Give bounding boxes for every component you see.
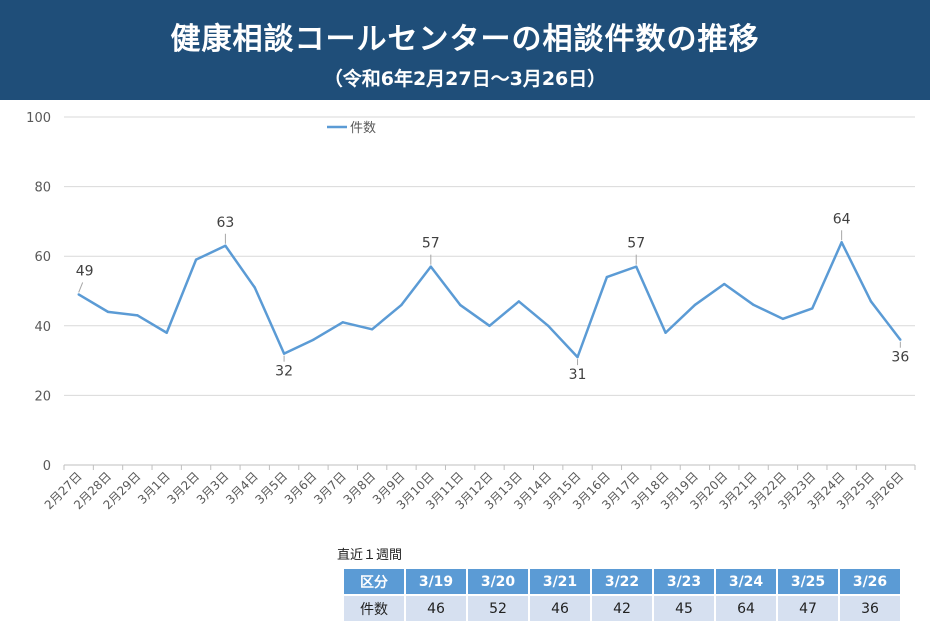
data-point: [546, 324, 550, 327]
leader-line: [78, 282, 84, 293]
x-tick-label: 3月5日: [253, 469, 291, 507]
table-cell: 52: [468, 596, 528, 621]
x-tick-label: 3月3日: [194, 469, 232, 507]
table-header-cell: 3/20: [468, 569, 528, 594]
data-label: 64: [833, 211, 851, 227]
data-point: [106, 310, 110, 314]
data-label: 32: [275, 364, 293, 380]
table-header-cell: 3/24: [716, 569, 776, 594]
data-point: [370, 328, 374, 331]
data-label: 57: [422, 236, 440, 252]
table-cell: 42: [592, 596, 652, 621]
chart-subtitle: （令和6年2月27日～3月26日）: [323, 68, 607, 90]
data-point: [576, 355, 579, 359]
table-cell: 46: [406, 596, 466, 621]
legend-label: 件数: [350, 121, 376, 136]
data-point: [77, 293, 80, 296]
y-tick-label: 80: [34, 181, 51, 196]
data-point: [869, 300, 873, 303]
y-tick-label: 0: [43, 459, 51, 474]
y-tick-label: 40: [34, 320, 51, 335]
y-tick-label: 20: [34, 389, 51, 404]
table-cell: 件数: [344, 596, 404, 621]
table-cell: 46: [530, 596, 590, 621]
x-tick-label: 3月7日: [311, 469, 349, 507]
weekly-table: 区分 3/19 3/20 3/21 3/22 3/23 3/24 3/25 3/26 件数 46 5…: [342, 567, 902, 623]
table-cell: 47: [778, 596, 838, 621]
data-point: [693, 303, 697, 307]
table-header-cell: 3/19: [406, 569, 466, 594]
data-label: 49: [76, 263, 94, 279]
x-tick-label: 3月6日: [282, 469, 320, 507]
x-tick-label: 3月1日: [135, 469, 173, 507]
title-banner: 健康相談コールセンターの相談件数の推移 （令和6年2月27日～3月26日）: [0, 0, 930, 100]
data-point: [781, 317, 785, 321]
data-point: [517, 300, 521, 303]
data-point: [605, 275, 609, 279]
data-point: [224, 244, 227, 247]
data-point: [723, 282, 726, 286]
data-point: [253, 286, 256, 289]
table-header-cell: 3/25: [778, 569, 838, 594]
data-point: [429, 265, 433, 268]
table-cell: 45: [654, 596, 714, 621]
x-tick-label: 3月4日: [223, 469, 261, 507]
table-header-cell: 3/26: [840, 569, 900, 594]
data-point: [458, 303, 462, 307]
table-cell: 36: [840, 596, 900, 621]
data-label: 63: [216, 215, 234, 231]
data-label: 57: [627, 236, 645, 252]
table-row: 件数 46 52 46 42 45 64 47 36: [344, 596, 900, 621]
y-tick-label: 100: [26, 111, 51, 126]
data-point: [811, 307, 814, 310]
data-point: [635, 265, 638, 268]
x-tick-label: 3月2日: [164, 469, 202, 507]
series-line: [78, 241, 902, 359]
table-caption: 直近１週間: [337, 548, 403, 563]
y-tick-label: 60: [34, 250, 51, 265]
table-header-cell: 3/23: [654, 569, 714, 594]
table-cell: 64: [716, 596, 776, 621]
data-point: [136, 314, 139, 317]
data-label: 31: [569, 367, 587, 383]
data-label: 36: [891, 350, 909, 366]
table-header-cell: 区分: [344, 569, 404, 594]
data-point: [488, 324, 491, 327]
data-point: [312, 338, 315, 341]
data-point: [840, 241, 843, 244]
data-point: [282, 352, 286, 355]
chart-title: 健康相談コールセンターの相談件数の推移: [170, 22, 760, 57]
data-point: [165, 331, 168, 334]
line-chart: 0204060801002月27日2月28日2月29日3月1日3月2日3月3日3…: [26, 111, 916, 512]
data-point: [899, 338, 902, 341]
data-point: [400, 303, 403, 307]
x-tick-label: 3月8日: [341, 469, 379, 507]
data-point: [341, 321, 344, 324]
data-point: [664, 331, 667, 334]
data-point: [752, 303, 755, 307]
table-header-cell: 3/21: [530, 569, 590, 594]
table-header-row: 区分 3/19 3/20 3/21 3/22 3/23 3/24 3/25 3/26: [344, 569, 900, 594]
table-header-cell: 3/22: [592, 569, 652, 594]
data-point: [194, 258, 198, 261]
